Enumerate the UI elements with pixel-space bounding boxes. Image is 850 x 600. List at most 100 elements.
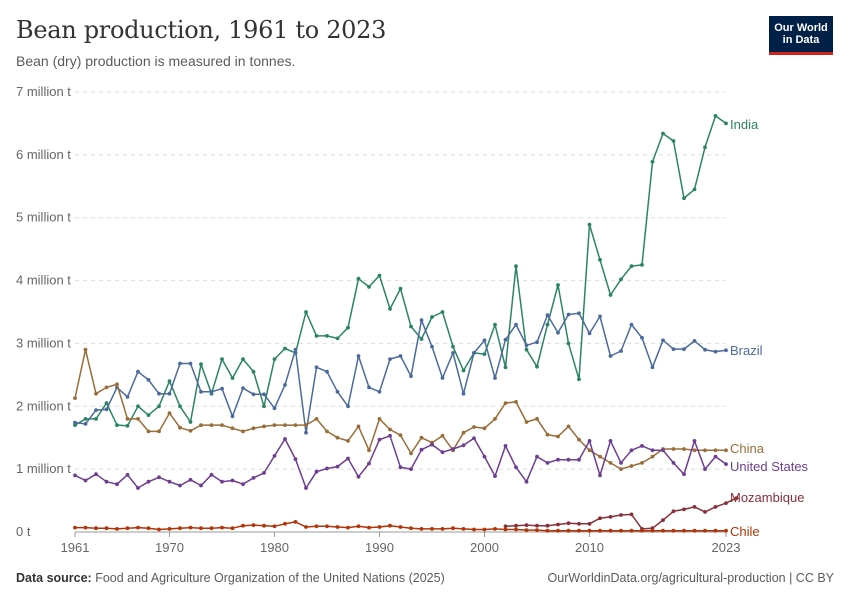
data-point[interactable] [556, 457, 560, 462]
data-point[interactable] [335, 389, 340, 394]
data-point[interactable] [115, 382, 119, 387]
data-point[interactable] [146, 413, 151, 417]
data-point[interactable] [104, 526, 109, 531]
data-point[interactable] [73, 525, 77, 530]
data-point[interactable] [83, 478, 88, 483]
data-point[interactable] [388, 523, 392, 528]
data-point[interactable] [682, 347, 686, 351]
data-point[interactable] [220, 525, 224, 530]
data-point[interactable] [692, 505, 697, 509]
data-point[interactable] [598, 528, 602, 533]
data-point[interactable] [619, 349, 623, 353]
data-point[interactable] [472, 436, 476, 441]
data-point[interactable] [650, 528, 655, 533]
series-line-brazil[interactable] [74, 312, 727, 434]
data-point[interactable] [377, 273, 382, 278]
data-point[interactable] [629, 528, 634, 533]
data-point[interactable] [724, 462, 728, 466]
data-point[interactable] [398, 354, 403, 358]
data-point[interactable] [440, 450, 445, 455]
data-point[interactable] [713, 505, 718, 509]
data-point[interactable] [346, 456, 350, 461]
data-point[interactable] [377, 437, 382, 442]
data-point[interactable] [671, 347, 676, 351]
data-point[interactable] [577, 377, 581, 382]
data-point[interactable] [692, 528, 697, 533]
data-point[interactable] [262, 392, 266, 397]
data-point[interactable] [514, 465, 518, 470]
data-point[interactable] [682, 507, 686, 512]
data-point[interactable] [461, 443, 466, 448]
data-point[interactable] [713, 454, 718, 459]
data-point[interactable] [178, 404, 182, 409]
data-point[interactable] [241, 357, 245, 361]
data-point[interactable] [440, 433, 445, 438]
data-point[interactable] [377, 389, 382, 394]
data-point[interactable] [661, 448, 665, 453]
data-point[interactable] [461, 527, 466, 531]
data-point[interactable] [482, 426, 487, 431]
data-point[interactable] [608, 293, 613, 297]
data-point[interactable] [335, 464, 340, 469]
data-point[interactable] [671, 139, 676, 143]
data-point[interactable] [398, 525, 403, 529]
data-point[interactable] [209, 526, 214, 531]
data-point[interactable] [167, 391, 172, 396]
data-point[interactable] [640, 528, 644, 533]
data-point[interactable] [367, 461, 371, 466]
data-point[interactable] [209, 472, 214, 477]
data-point[interactable] [251, 476, 256, 480]
data-point[interactable] [325, 334, 329, 338]
data-point[interactable] [262, 424, 266, 429]
data-point[interactable] [94, 526, 98, 531]
data-point[interactable] [650, 454, 655, 459]
data-point[interactable] [493, 474, 497, 478]
data-point[interactable] [409, 467, 413, 471]
data-point[interactable] [556, 528, 560, 533]
data-point[interactable] [178, 361, 182, 366]
data-point[interactable] [493, 417, 497, 421]
data-point[interactable] [199, 423, 203, 427]
data-point[interactable] [451, 351, 455, 355]
data-point[interactable] [503, 527, 508, 532]
data-point[interactable] [577, 528, 581, 533]
data-point[interactable] [157, 475, 161, 480]
data-point[interactable] [262, 471, 266, 475]
data-point[interactable] [230, 376, 235, 380]
data-point[interactable] [619, 528, 623, 533]
data-point[interactable] [283, 437, 287, 441]
data-point[interactable] [199, 389, 203, 394]
data-point[interactable] [472, 527, 476, 532]
data-point[interactable] [556, 434, 560, 439]
data-point[interactable] [650, 448, 655, 453]
data-point[interactable] [682, 472, 686, 477]
data-point[interactable] [136, 417, 140, 421]
data-point[interactable] [146, 429, 151, 434]
data-point[interactable] [73, 420, 77, 425]
data-point[interactable] [73, 396, 77, 400]
data-point[interactable] [598, 473, 602, 478]
data-point[interactable] [671, 509, 676, 514]
data-point[interactable] [230, 526, 235, 531]
data-point[interactable] [671, 528, 676, 533]
data-point[interactable] [314, 524, 319, 529]
data-point[interactable] [556, 330, 560, 335]
data-point[interactable] [682, 528, 686, 533]
data-point[interactable] [640, 263, 644, 267]
data-point[interactable] [430, 315, 434, 319]
data-point[interactable] [461, 430, 466, 435]
data-point[interactable] [125, 526, 130, 531]
data-point[interactable] [566, 521, 571, 526]
data-point[interactable] [482, 338, 487, 343]
data-point[interactable] [629, 264, 634, 268]
data-point[interactable] [209, 423, 214, 427]
data-point[interactable] [83, 525, 88, 530]
data-point[interactable] [283, 521, 287, 526]
data-point[interactable] [199, 483, 203, 488]
data-point[interactable] [482, 352, 487, 356]
data-point[interactable] [125, 472, 130, 477]
data-point[interactable] [577, 457, 581, 462]
data-point[interactable] [671, 447, 676, 451]
data-point[interactable] [199, 362, 203, 367]
data-point[interactable] [272, 406, 277, 411]
